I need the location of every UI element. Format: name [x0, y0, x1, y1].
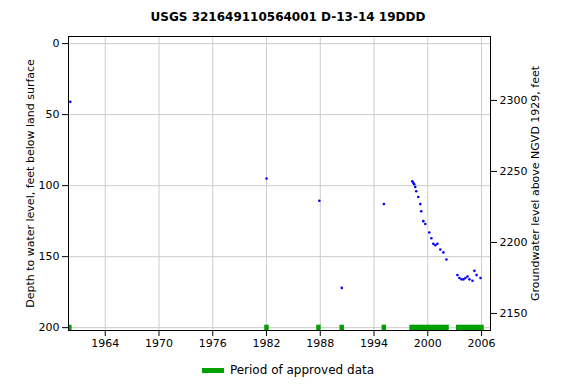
svg-text:1982: 1982	[253, 337, 281, 350]
svg-text:150: 150	[39, 250, 60, 263]
html-text:USGS 321649110564001 D-13-14 1: USGS 321649110564001 D-13-14 19DDD	[150, 10, 426, 24]
svg-text:2200: 2200	[500, 236, 528, 249]
svg-text:Groundwater level above NGVD 1: Groundwater level above NGVD 1929, feet	[529, 65, 542, 301]
html-text:Period of approved data: Period of approved data	[229, 363, 375, 377]
svg-text:1970: 1970	[145, 337, 173, 350]
svg-text:1988: 1988	[306, 337, 334, 350]
svg-text:Depth to water level, feet bel: Depth to water level, feet below land su…	[24, 59, 37, 308]
svg-text:2150: 2150	[500, 307, 528, 320]
svg-text:0: 0	[53, 37, 60, 50]
svg-text:100: 100	[39, 179, 60, 192]
svg-text:1976: 1976	[199, 337, 227, 350]
svg-text:2000: 2000	[414, 337, 442, 350]
svg-text:1994: 1994	[360, 337, 388, 350]
svg-text:1964: 1964	[91, 337, 119, 350]
svg-text:2250: 2250	[500, 165, 528, 178]
svg-text:2300: 2300	[500, 94, 528, 107]
svg-text:2006: 2006	[468, 337, 496, 350]
svg-text:50: 50	[46, 108, 60, 121]
svg-text:200: 200	[39, 321, 60, 334]
